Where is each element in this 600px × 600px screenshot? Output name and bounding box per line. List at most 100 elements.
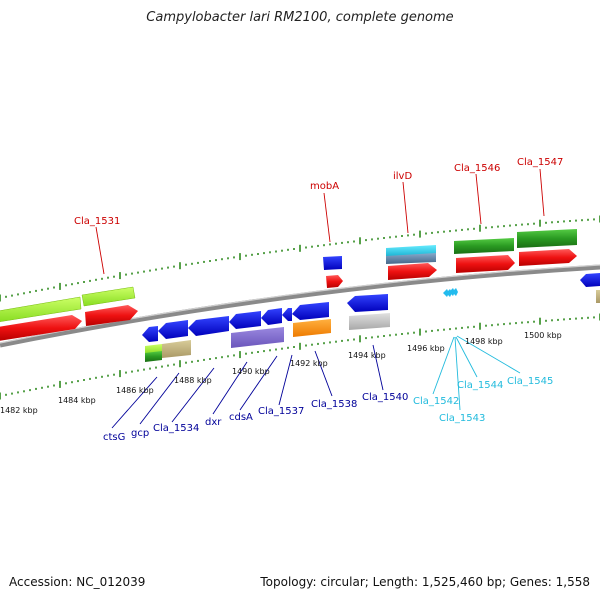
scale-tick — [263, 252, 265, 255]
kbp-label: 1498 kbp — [465, 337, 503, 346]
leader-gcp — [139, 372, 180, 425]
scale-tick — [143, 270, 145, 273]
gene-arrow-blue — [292, 302, 329, 320]
scale-tick — [209, 260, 211, 262]
scale-tick — [89, 279, 91, 282]
scale-tick — [515, 322, 517, 325]
kbp-label: 1496 kbp — [407, 344, 445, 353]
scale-tick — [179, 360, 181, 368]
scale-tick — [95, 278, 97, 281]
scale-tick — [407, 234, 409, 237]
gene-box-orange — [293, 319, 331, 337]
scale-tick — [29, 389, 31, 392]
scale-tick — [569, 220, 571, 222]
scale-tick — [515, 224, 517, 227]
gene-arrow-blue — [229, 311, 261, 329]
scale-tick — [29, 291, 31, 294]
scale-tick — [461, 228, 463, 231]
scale-tick — [491, 324, 493, 327]
gene-label: gcp — [131, 428, 149, 439]
reverse-strand-features — [142, 288, 600, 362]
scale-tick — [281, 249, 283, 252]
scale-tick — [215, 259, 217, 262]
scale-tick — [113, 275, 115, 278]
scale-tick — [173, 265, 175, 268]
leader-cla-1537 — [278, 354, 293, 406]
scale-tick — [203, 260, 205, 263]
scale-tick — [521, 321, 523, 324]
scale-tick — [251, 253, 253, 256]
scale-tick — [539, 317, 541, 325]
gene-arrow-red — [0, 315, 82, 341]
scale-tick — [257, 253, 259, 255]
scale-tick — [41, 288, 43, 291]
scale-tick — [419, 328, 421, 336]
genome-backbone — [0, 264, 600, 348]
scale-tick — [527, 321, 529, 324]
scale-tick — [281, 347, 283, 350]
scale-tick — [593, 316, 595, 319]
scale-tick — [473, 325, 475, 328]
scale-tick — [437, 329, 439, 332]
scale-tick — [263, 350, 265, 353]
gene-arrow-blue — [188, 316, 229, 336]
scale-tick — [311, 245, 313, 248]
scale-tick — [167, 266, 169, 269]
scale-tick — [317, 342, 319, 345]
scale-tick — [137, 271, 139, 274]
scale-tick — [35, 289, 37, 292]
scale-tick — [215, 357, 217, 360]
scale-tick — [233, 354, 235, 357]
map-title: Campylobacter lari RM2100, complete geno… — [146, 10, 454, 25]
leader-cla-1542 — [432, 336, 455, 395]
scale-tick — [113, 373, 115, 376]
scale-tick — [203, 358, 205, 361]
scale-tick — [83, 281, 85, 283]
scale-tick — [563, 318, 565, 321]
scale-tick — [53, 286, 55, 289]
scale-tick — [359, 237, 361, 245]
scale-tick — [485, 226, 487, 229]
gene-box-green — [145, 351, 162, 362]
scale-tick — [539, 219, 541, 227]
forward-strand-features — [0, 229, 600, 341]
scale-tick — [293, 346, 295, 348]
scale-tick — [149, 269, 151, 272]
scale-tick — [35, 387, 37, 390]
scale-tick — [533, 222, 535, 225]
scale-tick — [401, 333, 403, 335]
scale-tick — [125, 371, 127, 374]
scale-tick — [365, 337, 367, 340]
scale-tick — [347, 241, 349, 244]
gene-label: dxr — [205, 417, 222, 428]
kbp-label: 1484 kbp — [58, 396, 96, 405]
scale-tick — [59, 282, 61, 290]
genome-backbone-highlight — [0, 264, 600, 344]
gene-labels-cyan: Cla_1542 Cla_1543 Cla_1544 Cla_1545 — [413, 376, 553, 424]
scale-tick — [119, 370, 121, 378]
scale-tick — [287, 346, 289, 349]
scale-tick — [377, 237, 379, 240]
scale-tick — [455, 229, 457, 232]
leader-cdsa — [239, 355, 278, 411]
leader-cla-1544 — [455, 336, 478, 378]
scale-tick — [389, 334, 391, 337]
scale-tick — [437, 231, 439, 234]
scale-tick — [53, 384, 55, 387]
scale-tick — [383, 237, 385, 239]
scale-tick — [221, 258, 223, 261]
gene-label: Cla_1542 — [413, 396, 459, 407]
scale-tick — [0, 294, 1, 302]
scale-tick — [425, 232, 427, 235]
scale-tick — [161, 267, 163, 270]
gene-label: cdsA — [229, 412, 253, 423]
scale-tick — [443, 230, 445, 233]
scale-tick — [587, 218, 589, 221]
scale-tick — [563, 220, 565, 223]
scale-tick — [41, 386, 43, 389]
kbp-scale: 1482 kbp 1484 kbp 1486 kbp 1488 kbp 1490… — [0, 331, 562, 415]
scale-tick — [341, 339, 343, 342]
scale-tick — [107, 374, 109, 377]
scale-tick — [197, 359, 199, 362]
gene-arrow-red — [85, 305, 138, 326]
